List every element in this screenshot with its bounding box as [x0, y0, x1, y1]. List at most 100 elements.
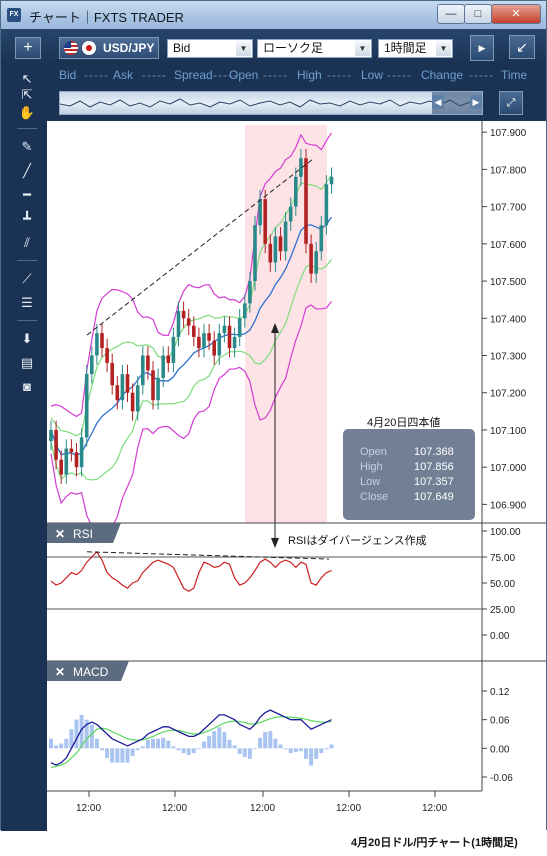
candle-body: [176, 310, 181, 337]
macd-tab: [47, 661, 129, 681]
candle-body: [309, 243, 313, 274]
price-tick-label: 107.200: [490, 389, 527, 400]
close-icon: ✕: [55, 665, 65, 679]
macd-histogram-bar: [293, 748, 298, 753]
candle-body: [232, 336, 237, 349]
quote-open-label: Open: [229, 68, 259, 82]
candle-body: [248, 281, 252, 304]
candle-body: [130, 392, 135, 412]
trend-line-icon[interactable]: ╱: [23, 163, 31, 178]
add-chart-button[interactable]: +: [15, 37, 41, 59]
currency-pair-label: USD/JPY: [103, 41, 155, 55]
macd-histogram-bar: [253, 748, 257, 750]
ohlc-high-value: 107.856: [414, 461, 454, 473]
vertical-marker-icon[interactable]: ┻: [23, 211, 31, 226]
macd-histogram-bar: [130, 748, 135, 756]
expand-button[interactable]: ↙: [509, 35, 535, 59]
candle-body: [95, 333, 99, 356]
price-tick-label: 106.900: [490, 500, 527, 511]
channel-icon[interactable]: ⫽: [24, 235, 30, 250]
rsi-line: [50, 550, 332, 593]
timeframe-select[interactable]: 1時間足 ▼: [378, 39, 453, 58]
bollinger-upper-outer: [50, 132, 332, 418]
ohlc-close-label: Close: [360, 491, 389, 503]
macd-histogram-bar: [278, 744, 283, 749]
download-icon[interactable]: ⬇: [21, 331, 33, 346]
ohlc-low-label: Low: [360, 476, 381, 488]
price-type-select[interactable]: Bid ▼: [167, 39, 253, 58]
macd-histogram-bar: [217, 727, 222, 749]
close-button[interactable]: ✕: [491, 4, 541, 24]
horizontal-line-icon[interactable]: ━: [23, 187, 31, 202]
macd-histogram-bar: [49, 738, 53, 749]
title-bar[interactable]: FX チャート｜FXTS TRADER — □ ✕: [1, 1, 546, 30]
moving-average-line: [50, 216, 333, 457]
macd-histogram-bar: [186, 748, 191, 756]
macd-histogram-bar: [314, 748, 319, 759]
chart-type-select[interactable]: ローソク足 ▼: [257, 39, 372, 58]
quote-bar: Bid ----- Ask ----- Spread ----- Open --…: [1, 64, 546, 86]
crosshair-pointer-icon[interactable]: ⇱: [21, 87, 33, 102]
chart-canvas[interactable]: 107.900 107.800 107.700 107.600 107.500 107.4…: [47, 121, 546, 831]
minimize-button[interactable]: —: [437, 4, 465, 24]
macd-histogram-bar: [227, 739, 232, 749]
arrowhead-down-icon: [271, 538, 279, 548]
candle-body: [192, 325, 196, 337]
currency-pair-button[interactable]: USD/JPY: [59, 37, 159, 59]
macd-tick-label: 0.00: [490, 744, 510, 755]
quote-spread-label: Spread: [174, 68, 213, 82]
candle-body: [125, 374, 130, 393]
macd-histogram-bar: [319, 748, 324, 754]
bollinger-lower-inner: [50, 258, 332, 481]
macd-histogram-bar: [196, 748, 201, 750]
quote-high-label: High: [297, 68, 322, 82]
candle-body: [243, 303, 247, 319]
macd-histogram-bar: [54, 745, 59, 749]
macd-histogram-bar: [64, 738, 69, 749]
quote-ask-label: Ask: [113, 68, 134, 82]
timeframe-value: 1時間足: [384, 41, 427, 55]
quote-change-value: -----: [469, 68, 494, 82]
chevron-right-icon[interactable]: ▶: [470, 95, 482, 109]
fibonacci-icon[interactable]: ☰: [21, 295, 33, 310]
candle-body: [273, 236, 278, 263]
candle-body: [258, 199, 262, 226]
candle-body: [288, 206, 293, 222]
camera-icon[interactable]: ◙: [23, 379, 31, 394]
candle-body: [202, 333, 206, 349]
chart-type-value: ローソク足: [263, 41, 324, 55]
maximize-button[interactable]: □: [464, 4, 492, 24]
quote-low-label: Low: [361, 68, 384, 82]
macd-histogram-bar: [237, 748, 242, 755]
macd-tick-label: 0.06: [490, 716, 510, 727]
tool-divider: [17, 320, 37, 321]
side-panel-button[interactable]: ▶: [470, 35, 494, 61]
us-flag-icon: [64, 41, 78, 55]
hand-icon[interactable]: ✋: [18, 105, 36, 120]
rsi-tick-label: 0.00: [490, 631, 510, 642]
navigator-overview[interactable]: ◀ ▶: [59, 91, 483, 115]
macd-histogram-bar: [329, 744, 334, 749]
navigator-bar: ◀ ▶ ⤢: [1, 86, 546, 121]
pointer-icon[interactable]: ↖: [21, 71, 33, 86]
brush-icon[interactable]: ✎: [21, 139, 33, 154]
quote-ask-value: -----: [142, 68, 167, 82]
chevron-left-icon[interactable]: ◀: [432, 95, 444, 109]
app-icon: FX: [7, 8, 21, 22]
list-icon[interactable]: ▤: [20, 355, 34, 370]
tool-divider: [17, 260, 37, 261]
candle-body: [105, 348, 109, 363]
macd-histogram-bar: [89, 724, 94, 749]
quote-change-label: Change: [421, 68, 464, 82]
macd-histogram-bar: [140, 746, 145, 749]
auto-scroll-button[interactable]: ⤢: [499, 91, 523, 115]
macd-histogram-bar: [202, 741, 206, 749]
price-type-value: Bid: [173, 41, 191, 55]
macd-histogram-bar: [212, 731, 217, 749]
candle-body: [110, 362, 114, 386]
price-tick-label: 107.900: [490, 128, 527, 139]
navigator-handle[interactable]: ◀ ▶: [432, 92, 482, 114]
fan-icon[interactable]: ⟋: [22, 271, 32, 286]
candle-body: [329, 176, 334, 185]
candle-body: [161, 355, 165, 378]
